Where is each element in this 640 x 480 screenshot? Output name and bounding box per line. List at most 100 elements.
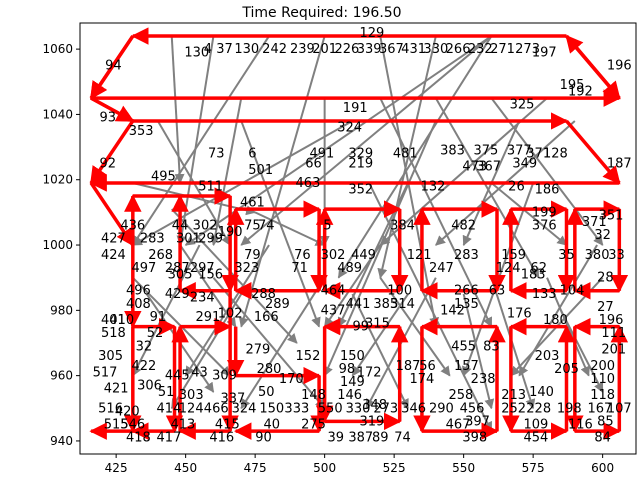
node-label-28: 349 [512,156,537,171]
node-label-145: 146 [337,388,362,403]
node-label-91: 408 [126,297,151,312]
node-label-112: 111 [601,326,626,341]
route-segment-0-3 [89,119,135,185]
node-label-12: 383 [440,143,465,158]
node-label-128: 445 [165,369,190,384]
node-label-133: 172 [357,365,382,380]
node-label-32: 511 [198,179,223,194]
node-label-178: 116 [568,418,593,433]
node-label-170: 198 [557,401,582,416]
node-label-185: 418 [126,431,151,446]
node-label-102: 291 [195,310,220,325]
node-label-46: 44 [172,218,189,233]
node-label-150: 303 [179,388,204,403]
node-label-166: 290 [429,401,454,416]
node-label-41: 5 [323,218,331,233]
node-label-194: 454 [524,431,549,446]
gray-edge-40 [351,293,409,377]
node-label-164: 273 [373,401,398,416]
node-label-13: 375 [473,143,498,158]
route-layer [89,27,629,440]
node-label-168: 252 [501,401,526,416]
node-label-96: 135 [454,297,479,312]
node-label-67: 33 [608,248,625,263]
node-label-79: 156 [198,267,223,282]
node-label-196: 4 [204,42,212,57]
node-label-29: 501 [248,163,273,178]
route-segment-0-4 [89,182,135,247]
node-label-181: 546 [120,418,145,433]
node-label-130: 309 [212,369,237,384]
x-tick-label-4: 525 [383,461,406,475]
node-label-144: 148 [301,388,326,403]
node-label-186: 417 [157,431,182,446]
node-label-153: 348 [362,398,387,413]
node-label-92: 289 [265,297,290,312]
node-label-134: 170 [279,372,304,387]
node-label-126: 200 [590,359,615,374]
node-label-163: 330 [346,401,371,416]
node-label-115: 201 [601,343,626,358]
node-label-47: 436 [120,218,145,233]
node-label-5: 195 [560,78,585,93]
node-label-149: 118 [590,388,615,403]
node-label-27: 367 [476,160,501,175]
node-label-210: 273 [515,42,540,57]
node-label-176: 467 [446,418,471,433]
node-label-30: 495 [151,169,176,184]
node-label-73: 489 [337,261,362,276]
node-label-39: 351 [599,209,624,224]
node-label-207: 266 [446,42,471,57]
y-axis: 940 960 980 1000 1020 1040 1060 [42,42,80,448]
node-label-137: 203 [535,349,560,364]
node-label-108: 401 [101,313,126,328]
gray-edge-11 [379,97,493,328]
node-label-193: 398 [462,431,487,446]
node-label-119: 83 [483,339,500,354]
gray-edge-22 [254,211,326,246]
node-label-36: 186 [535,183,560,198]
node-label-105: 180 [543,313,568,328]
node-label-88: 63 [489,284,506,299]
node-label-21: 371 [526,147,551,162]
node-label-191: 89 [372,431,389,446]
node-label-111: 52 [147,326,164,341]
node-label-7: 325 [510,98,535,113]
node-label-60: 302 [321,248,346,263]
node-label-209: 271 [490,42,515,57]
x-tick-label-1: 450 [174,461,197,475]
node-label-22: 92 [100,156,117,171]
node-label-76: 62 [530,261,547,276]
x-axis: 425 450 475 500 525 550 575 600 [105,454,614,475]
node-label-48: 74 [258,218,275,233]
node-label-11: 353 [129,124,154,139]
node-label-177: 397 [465,414,490,429]
node-label-26: 473 [462,160,487,175]
node-label-199: 242 [262,42,287,57]
gray-edge-31 [240,277,326,410]
y-tick-label-0: 940 [50,434,73,448]
node-label-24: 66 [305,156,322,171]
node-label-121: 152 [296,349,321,364]
node-label-20: 481 [393,147,418,162]
route-segment-2-2 [565,119,621,185]
node-label-45: 371 [582,215,607,230]
node-label-6: 192 [568,85,593,100]
node-label-141: 306 [137,378,162,393]
node-label-183: 415 [215,418,240,433]
node-label-65: 35 [558,248,575,263]
node-label-64: 159 [501,248,526,263]
node-label-156: 414 [157,401,182,416]
route-segment-2-0 [90,96,135,123]
node-label-15: 128 [543,147,568,162]
gray-edge-8 [170,36,185,184]
node-label-184: 109 [524,418,549,433]
node-label-162: 550 [318,401,343,416]
node-label-158: 466 [204,401,229,416]
node-label-61: 449 [351,248,376,263]
node-label-139: 110 [590,372,615,387]
node-label-52: 301 [176,232,201,247]
node-label-203: 339 [357,42,382,57]
node-label-33: 352 [348,183,373,198]
node-label-3: 94 [105,58,122,73]
